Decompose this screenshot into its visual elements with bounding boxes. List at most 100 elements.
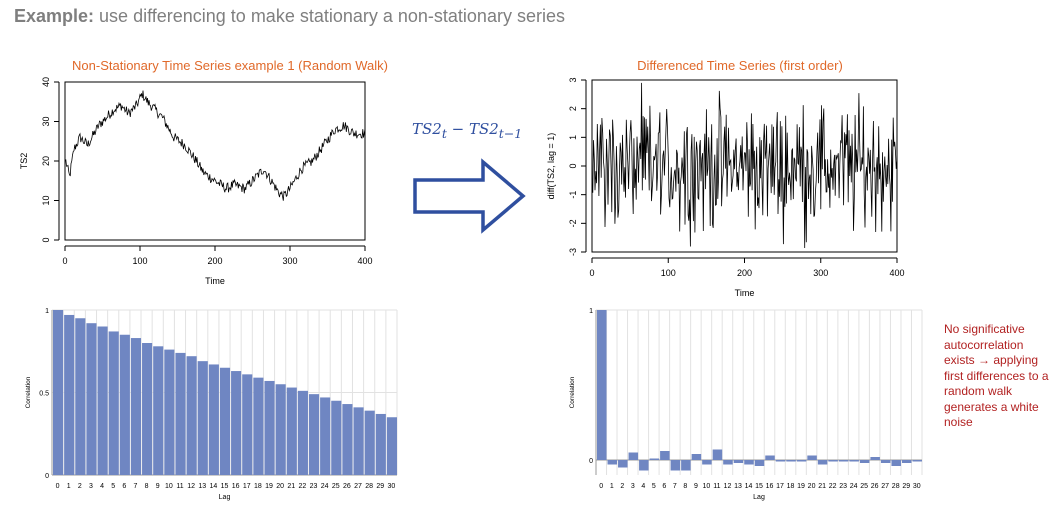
x-axis-title: Time (735, 288, 755, 298)
acf-bar (838, 460, 849, 462)
slide-heading: Example: use differencing to make statio… (14, 6, 565, 27)
acf-bar (901, 460, 912, 463)
y-tick-label: 20 (41, 156, 51, 166)
x-axis-title: Time (205, 276, 225, 286)
x-tick-label: 16 (232, 483, 240, 490)
acf-bar (880, 460, 891, 463)
acf-bar (786, 460, 796, 462)
acf-bar (765, 455, 775, 460)
acf-bar (775, 460, 786, 462)
x-tick-label: 19 (797, 483, 805, 490)
acf-bar (119, 334, 130, 475)
x-tick-label: 2 (620, 483, 624, 490)
acf-bar (142, 343, 153, 475)
y-axis-title: diff(TS2, lag = 1) (546, 133, 556, 200)
x-tick-label: 10 (703, 483, 711, 490)
x-tick-label: 1 (67, 483, 71, 490)
acf-bar (197, 361, 208, 475)
acf-bar (817, 460, 828, 465)
acf-bar (308, 394, 320, 475)
x-tick-label: 0 (589, 268, 594, 278)
x-tick-label: 9 (694, 483, 698, 490)
x-tick-label: 23 (839, 483, 847, 490)
acf-bar (64, 314, 75, 475)
x-tick-label: 12 (724, 483, 732, 490)
y-tick-label: 0 (568, 163, 578, 168)
x-tick-label: 5 (111, 483, 115, 490)
formula-sub-2: t−1 (498, 126, 523, 141)
formula-minus: − (446, 120, 469, 138)
acf-bar (86, 323, 97, 475)
x-tick-label: 8 (683, 483, 687, 490)
y-axis-title: Correlation (25, 376, 32, 408)
acf-bar (231, 371, 242, 475)
y-tick-label: -1 (568, 191, 578, 199)
acf-bar (275, 384, 286, 475)
x-tick-label: 14 (209, 483, 217, 490)
x-tick-label: 11 (713, 483, 720, 490)
x-tick-label: 16 (766, 483, 774, 490)
y-tick-label: -2 (568, 219, 578, 227)
acf-bar (607, 460, 618, 465)
acf-bar (859, 460, 870, 463)
x-tick-label: 8 (145, 483, 149, 490)
acf-bar (796, 460, 807, 462)
x-tick-label: 20 (808, 483, 816, 490)
y-tick-label: 2 (568, 106, 578, 111)
x-tick-label: 26 (343, 483, 351, 490)
y-tick-label: 10 (41, 195, 51, 205)
acf-bar (754, 460, 765, 466)
x-tick-label: 9 (156, 483, 160, 490)
formula-term-2: TS2 (468, 120, 499, 138)
x-tick-label: 25 (332, 483, 340, 490)
acf-bar (702, 460, 712, 465)
x-tick-label: 12 (187, 483, 195, 490)
acf-bar (208, 364, 219, 475)
acf-bar (75, 318, 86, 475)
x-tick-label: 18 (254, 483, 262, 490)
x-tick-label: 7 (134, 483, 138, 490)
x-tick-label: 13 (198, 483, 206, 490)
acf-bar (628, 452, 639, 460)
heading-bold: Example: (14, 6, 95, 26)
x-tick-label: 15 (755, 483, 763, 490)
x-tick-label: 400 (889, 268, 904, 278)
formula-sub-1: t (441, 126, 447, 141)
acf-bar (670, 460, 681, 471)
differenced-title: Differenced Time Series (first order) (637, 58, 843, 73)
x-tick-label: 6 (662, 483, 666, 490)
x-tick-label: 1 (610, 483, 614, 490)
x-tick-label: 27 (881, 483, 889, 490)
x-tick-label: 14 (745, 483, 753, 490)
acf-bar (723, 460, 733, 465)
acf-bar (807, 455, 817, 460)
x-axis-title: Lag (219, 494, 231, 501)
x-tick-label: 200 (737, 268, 752, 278)
x-tick-label: 29 (376, 483, 384, 490)
x-tick-label: 200 (207, 256, 222, 266)
x-tick-label: 30 (388, 483, 396, 490)
acf-bar (639, 460, 649, 471)
acf-bar (691, 454, 702, 460)
acf-bar (870, 457, 880, 460)
x-tick-label: 4 (641, 483, 645, 490)
y-tick-label: 1 (589, 308, 593, 315)
acf-bar (175, 352, 186, 475)
acf-bar (53, 310, 64, 475)
x-tick-label: 0 (56, 483, 60, 490)
y-tick-label: 0.5 (39, 391, 49, 398)
x-tick-label: 28 (365, 483, 373, 490)
x-tick-label: 6 (122, 483, 126, 490)
acf-bar (712, 449, 723, 460)
differencing-formula: TS2t − TS2t−1 (412, 120, 522, 141)
x-tick-label: 10 (165, 483, 173, 490)
x-tick-label: 24 (850, 483, 858, 490)
acf-bar (164, 349, 175, 475)
y-axis-title: Correlation (569, 376, 576, 408)
x-tick-label: 2 (78, 483, 82, 490)
acf-bar (153, 346, 164, 475)
right-arrow-icon (413, 158, 526, 234)
acf-bar (353, 407, 364, 475)
x-tick-label: 300 (282, 256, 297, 266)
acf-bar (320, 397, 331, 475)
